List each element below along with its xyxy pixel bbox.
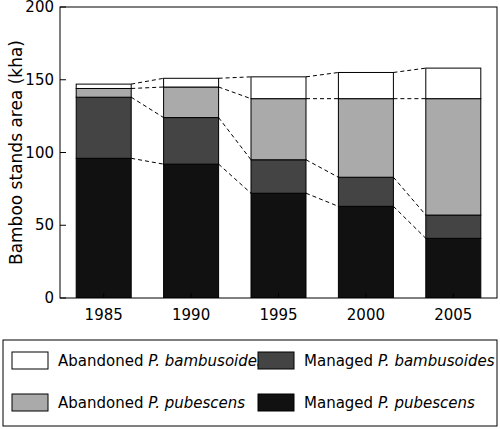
legend-label: Abandoned P. bambusoides — [58, 352, 265, 370]
legend-swatch — [258, 352, 294, 369]
legend-label: Managed P. pubescens — [304, 394, 475, 412]
connector — [219, 118, 251, 160]
chart: 0 50 100 150 200 Bamboo stands area (kha) 1985… — [0, 0, 500, 429]
bars — [76, 68, 481, 298]
legend-label: Managed P. bambusoides — [304, 352, 495, 370]
legend-swatch — [12, 352, 48, 369]
connector — [393, 177, 425, 215]
y-tick — [60, 225, 66, 226]
y-axis-label: Bamboo stands area (kha) — [6, 40, 26, 265]
bar-segment — [76, 84, 131, 88]
bar-segment — [251, 99, 306, 160]
connector — [306, 72, 338, 76]
bar-segment — [338, 177, 393, 206]
x-tick — [103, 293, 104, 298]
bar-segment — [338, 72, 393, 98]
connector — [393, 206, 425, 238]
bar-segment — [251, 193, 306, 298]
connector — [306, 193, 338, 206]
x-tick-label: 1990 — [172, 306, 210, 324]
connector — [393, 68, 425, 72]
connector — [219, 87, 251, 99]
legend-label: Abandoned P. pubescens — [58, 394, 245, 412]
y-tick — [60, 152, 66, 153]
x-tick — [278, 293, 279, 298]
x-tick — [453, 293, 454, 298]
connector — [131, 158, 163, 164]
bar-segment — [164, 78, 219, 87]
x-tick — [365, 293, 366, 298]
bar-segment — [164, 118, 219, 165]
bar-segment — [426, 99, 481, 215]
connector — [219, 164, 251, 193]
y-tick-label: 200 — [25, 0, 54, 16]
legend-swatch — [258, 394, 294, 411]
x-tick — [191, 293, 192, 298]
connector — [393, 98, 425, 99]
bar-segment — [426, 215, 481, 238]
bar-segment — [76, 88, 131, 97]
x-tick-label: 1995 — [259, 306, 297, 324]
bar-segment — [338, 206, 393, 298]
y-tick-label: 150 — [25, 71, 54, 89]
legend-box — [3, 340, 497, 426]
y-tick-label: 100 — [25, 144, 54, 162]
y-tick-label: 0 — [44, 289, 54, 307]
bar-segment — [164, 87, 219, 118]
x-tick-label: 2005 — [434, 306, 472, 324]
connector — [306, 98, 338, 99]
bar-segment — [426, 238, 481, 298]
connector — [131, 87, 163, 88]
y-tick — [60, 79, 66, 80]
legend-swatch — [12, 394, 48, 411]
bar-segment — [76, 97, 131, 158]
x-tick-label: 2000 — [347, 306, 385, 324]
bar-segment — [338, 99, 393, 178]
bar-segment — [251, 77, 306, 99]
bar-segment — [164, 164, 219, 298]
connector — [131, 97, 163, 117]
plot-frame — [60, 7, 497, 298]
bar-segment — [76, 158, 131, 298]
connector — [131, 78, 163, 84]
bar-segment — [426, 68, 481, 99]
connector — [219, 77, 251, 78]
y-tick-label: 50 — [35, 216, 54, 234]
bar-segment — [251, 160, 306, 193]
x-tick-label: 1985 — [85, 306, 123, 324]
connector — [306, 160, 338, 177]
